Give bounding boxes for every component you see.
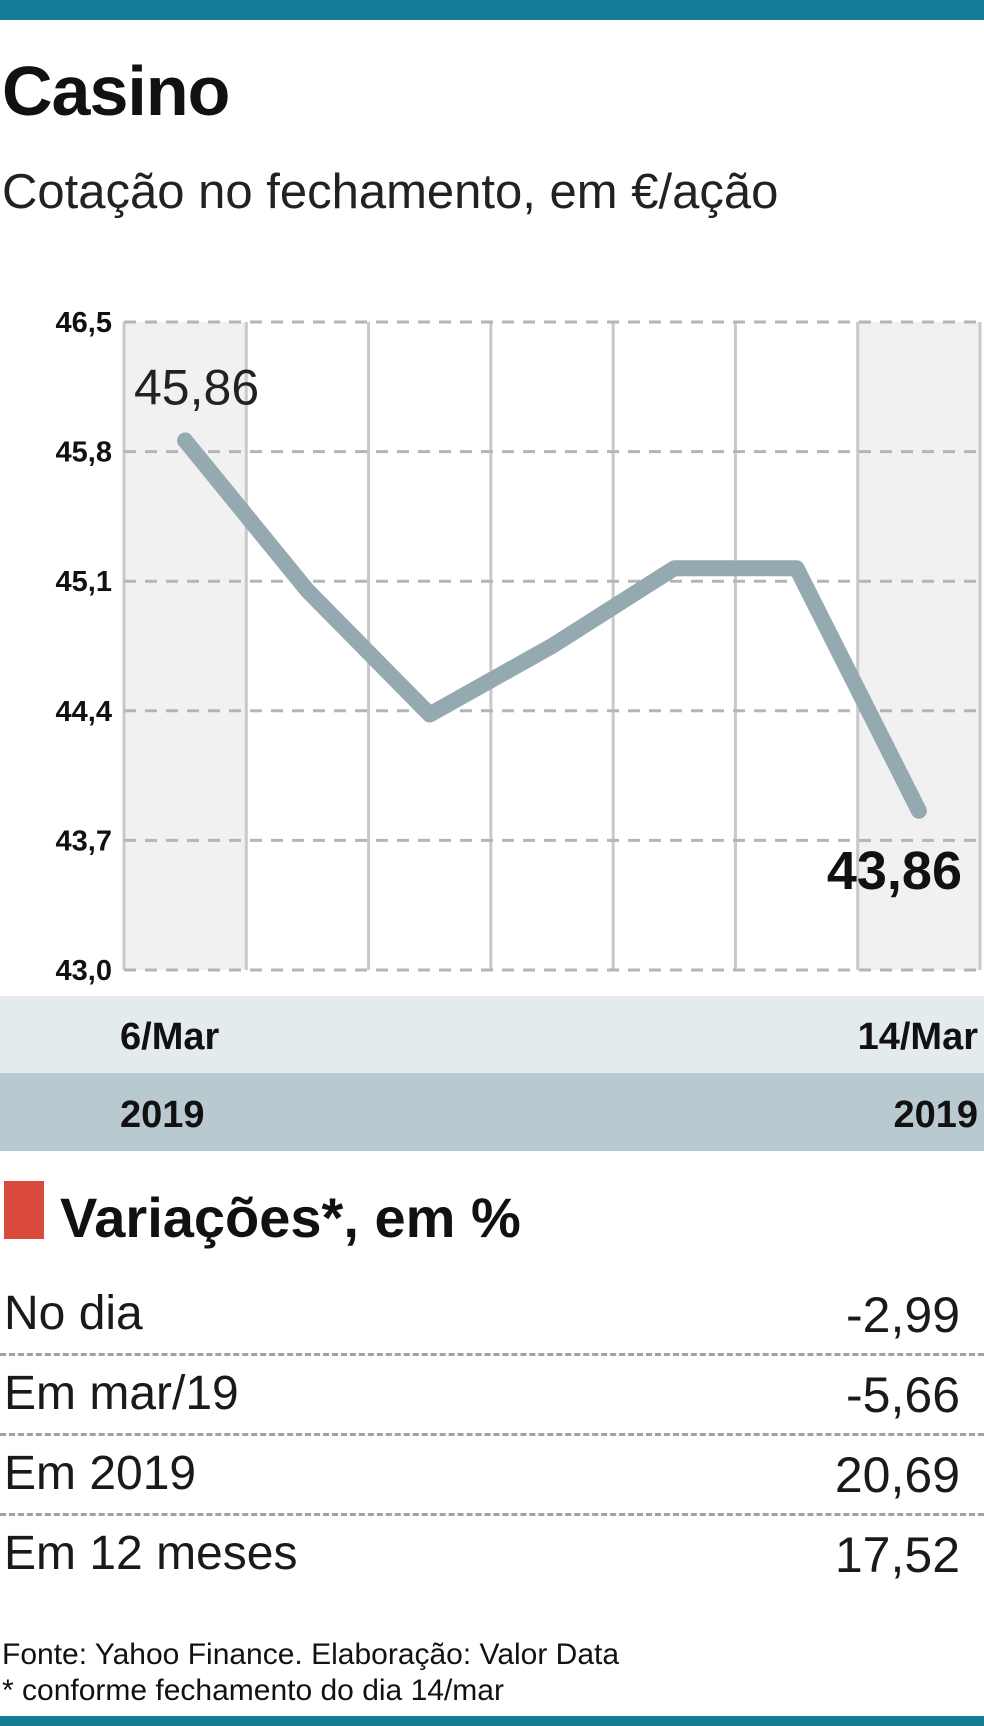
chart-title: Casino <box>2 52 230 130</box>
variation-row-year: Em 2019 20,69 <box>0 1436 984 1516</box>
line-chart: 43,0 43,7 44,4 45,1 45,8 46,5 45,86 43,86 <box>56 307 982 987</box>
chart-subtitle: Cotação no fechamento, em €/ação <box>2 165 779 219</box>
data-point <box>917 809 920 812</box>
data-point <box>184 439 187 442</box>
variation-label: Em mar/19 <box>4 1367 239 1420</box>
price-series-line <box>177 432 927 819</box>
x-end-year-label: 2019 <box>893 1094 978 1136</box>
y-tick-label: 44,4 <box>56 696 112 728</box>
variation-row-day: No dia -2,99 <box>0 1276 984 1356</box>
last-value-label: 43,86 <box>827 841 962 901</box>
data-point <box>673 567 676 570</box>
top-accent-bar <box>0 0 984 20</box>
y-tick-label: 43,7 <box>56 825 112 857</box>
y-tick-label: 45,1 <box>56 566 112 598</box>
variation-value: 20,69 <box>834 1447 960 1503</box>
row-divider <box>0 1513 984 1516</box>
first-value-label: 45,86 <box>134 359 259 415</box>
y-tick-label: 46,5 <box>56 307 112 339</box>
data-point <box>428 713 431 716</box>
x-start-year-label: 2019 <box>120 1094 205 1136</box>
y-tick-label: 45,8 <box>56 437 112 469</box>
variations-title: Variações*, em % <box>60 1186 521 1249</box>
variation-label: No dia <box>4 1287 143 1340</box>
variation-label: Em 2019 <box>4 1447 197 1500</box>
row-divider <box>0 1353 984 1356</box>
x-axis-year-band <box>0 1073 984 1151</box>
variations-swatch <box>4 1181 44 1239</box>
source-note: Fonte: Yahoo Finance. Elaboração: Valor … <box>2 1638 620 1671</box>
last-column-shade <box>857 322 980 970</box>
x-end-date-label: 14/Mar <box>857 1016 978 1058</box>
asterisk-note: * conforme fechamento do dia 14/mar <box>2 1674 504 1707</box>
variation-row-month: Em mar/19 -5,66 <box>0 1356 984 1436</box>
data-point <box>306 589 309 592</box>
x-start-date-label: 6/Mar <box>120 1016 220 1058</box>
row-divider <box>0 1433 984 1436</box>
variation-value: -2,99 <box>846 1287 960 1343</box>
first-column-shade <box>124 322 247 970</box>
variation-row-12-months: Em 12 meses 17,52 <box>0 1516 984 1596</box>
bottom-accent-bar <box>0 1716 984 1726</box>
variation-label: Em 12 meses <box>4 1527 298 1580</box>
variation-value: 17,52 <box>834 1527 960 1583</box>
variation-value: -5,66 <box>846 1367 960 1423</box>
data-point <box>551 645 553 647</box>
x-axis-date-band <box>0 996 984 1073</box>
y-tick-label: 43,0 <box>56 955 112 987</box>
data-point <box>795 567 798 570</box>
